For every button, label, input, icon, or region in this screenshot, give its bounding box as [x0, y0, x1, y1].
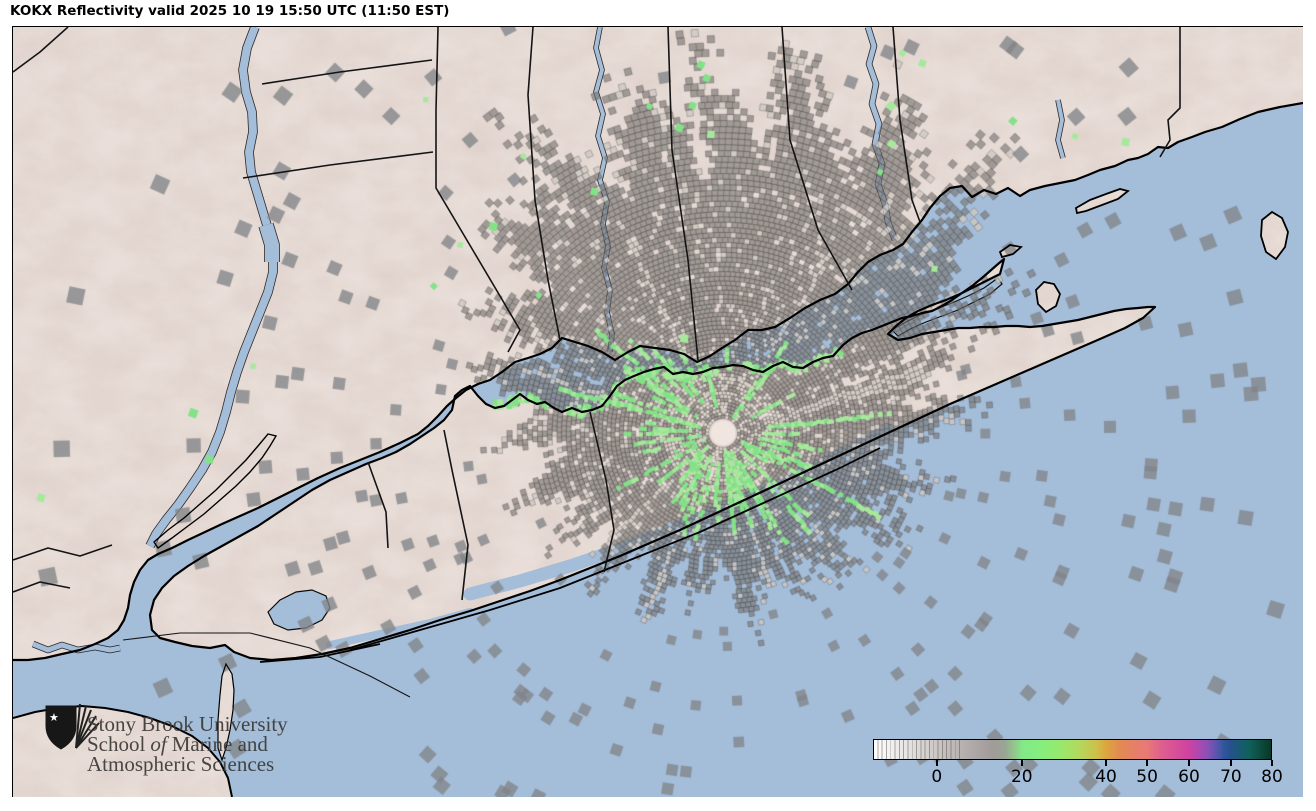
long-island-coastline	[148, 257, 1157, 662]
rays-icon	[75, 703, 100, 749]
political-boundary	[261, 59, 433, 85]
political-boundary	[242, 151, 434, 179]
barrier-island-line	[259, 643, 381, 663]
colorbar-tick-label: 40	[1095, 767, 1117, 787]
colorbar-tick	[1271, 760, 1273, 766]
colorbar-tick	[1021, 760, 1023, 766]
colorbar-discrete-hatch	[874, 740, 964, 759]
map-overlay-svg	[13, 27, 1303, 797]
logo-line-2: School of Marine and	[87, 732, 268, 756]
logo-line-3: Atmospheric Sciences	[87, 752, 275, 776]
sandy-hook-coastline	[217, 662, 235, 762]
barrier-island-line	[349, 447, 881, 651]
political-boundary	[13, 544, 113, 561]
radar-site-marker	[711, 421, 735, 445]
colorbar-tick-label: 60	[1178, 767, 1200, 787]
political-boundary	[367, 461, 389, 549]
island-coastline	[998, 244, 1023, 259]
figure-title: KOKX Reflectivity valid 2025 10 19 15:50…	[10, 3, 450, 19]
colorbar-tick	[1146, 760, 1148, 766]
manhattan-coastline	[153, 433, 278, 549]
colorbar-gradient	[873, 739, 1272, 760]
logo-text: Stony Brook University School of Marine an…	[87, 712, 288, 776]
logo-line-1: Stony Brook University	[87, 712, 288, 736]
colorbar-tick-label: 20	[1010, 767, 1033, 787]
colorbar-tick	[1188, 760, 1190, 766]
colorbar-tick-label: 0	[931, 767, 943, 787]
island-coastline	[1074, 188, 1130, 215]
star-icon: ★	[49, 711, 59, 724]
political-boundary	[781, 27, 853, 291]
harbor-boundary-line	[122, 632, 411, 698]
political-boundary	[527, 27, 561, 341]
political-boundary	[1159, 27, 1181, 158]
political-boundary	[589, 411, 615, 573]
political-boundary	[13, 581, 71, 593]
colorbar-tick-label: 70	[1220, 767, 1242, 787]
political-boundary	[443, 429, 469, 601]
colorbar-tick	[1105, 760, 1107, 766]
island-coastline	[1035, 281, 1061, 314]
connecticut-coastline	[13, 101, 1303, 662]
university-shield-logo: ★	[45, 703, 100, 750]
political-boundary	[13, 27, 69, 73]
colorbar-tick-label: 50	[1136, 767, 1158, 787]
reflectivity-colorbar: 0 20 40 50 60 70 80	[873, 739, 1283, 787]
colorbar-tick	[1230, 760, 1232, 766]
shield-icon: ★	[45, 703, 100, 750]
political-boundary	[667, 27, 699, 361]
island-coastline	[1260, 210, 1289, 261]
colorbar-tick-label: 80	[1261, 767, 1283, 787]
political-boundary	[435, 27, 521, 353]
political-boundary	[892, 27, 921, 223]
colorbar-tick	[936, 760, 938, 766]
radar-echo-canvas	[13, 27, 1303, 797]
